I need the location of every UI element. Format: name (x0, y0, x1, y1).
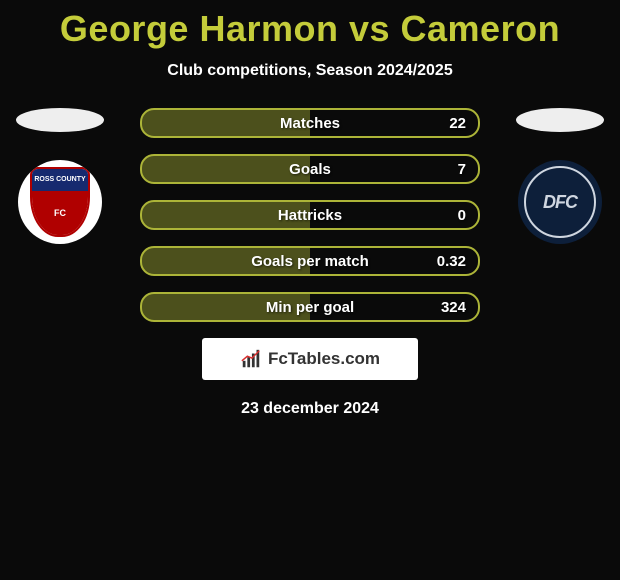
page-title: George Harmon vs Cameron (0, 0, 620, 50)
ross-crest-fc: FC (32, 191, 88, 235)
player-photo-left (16, 108, 104, 132)
chart-icon (240, 348, 262, 370)
stat-right-value: 22 (449, 115, 466, 132)
stats-list: - Matches 22 - Goals 7 - Hattricks 0 - G… (140, 108, 480, 322)
player-photo-right (516, 108, 604, 132)
comparison-area: ROSS COUNTY FC DFC - Matches 22 - Goals … (0, 108, 620, 418)
stat-right-value: 324 (441, 299, 466, 316)
stat-row-goals: - Goals 7 (140, 154, 480, 184)
right-player-column: DFC (516, 108, 604, 244)
stat-row-min-per-goal: - Min per goal 324 (140, 292, 480, 322)
stat-right-value: 7 (458, 161, 466, 178)
stat-right-value: 0.32 (437, 253, 466, 270)
stat-row-hattricks: - Hattricks 0 (140, 200, 480, 230)
fctables-text: FcTables.com (268, 349, 380, 369)
ross-crest-name: ROSS COUNTY (32, 169, 88, 191)
club-badge-right: DFC (518, 160, 602, 244)
stat-row-matches: - Matches 22 (140, 108, 480, 138)
stat-label: Hattricks (278, 207, 342, 224)
subtitle: Club competitions, Season 2024/2025 (0, 62, 620, 80)
dundee-crest: DFC (524, 166, 596, 238)
stat-label: Min per goal (266, 299, 354, 316)
ross-county-crest: ROSS COUNTY FC (30, 167, 90, 237)
stat-label: Goals (289, 161, 331, 178)
fctables-logo: FcTables.com (202, 338, 418, 380)
stat-label: Matches (280, 115, 340, 132)
left-player-column: ROSS COUNTY FC (16, 108, 104, 244)
date-text: 23 december 2024 (0, 400, 620, 418)
stat-label: Goals per match (251, 253, 369, 270)
stat-row-goals-per-match: - Goals per match 0.32 (140, 246, 480, 276)
club-badge-left: ROSS COUNTY FC (18, 160, 102, 244)
stat-right-value: 0 (458, 207, 466, 224)
